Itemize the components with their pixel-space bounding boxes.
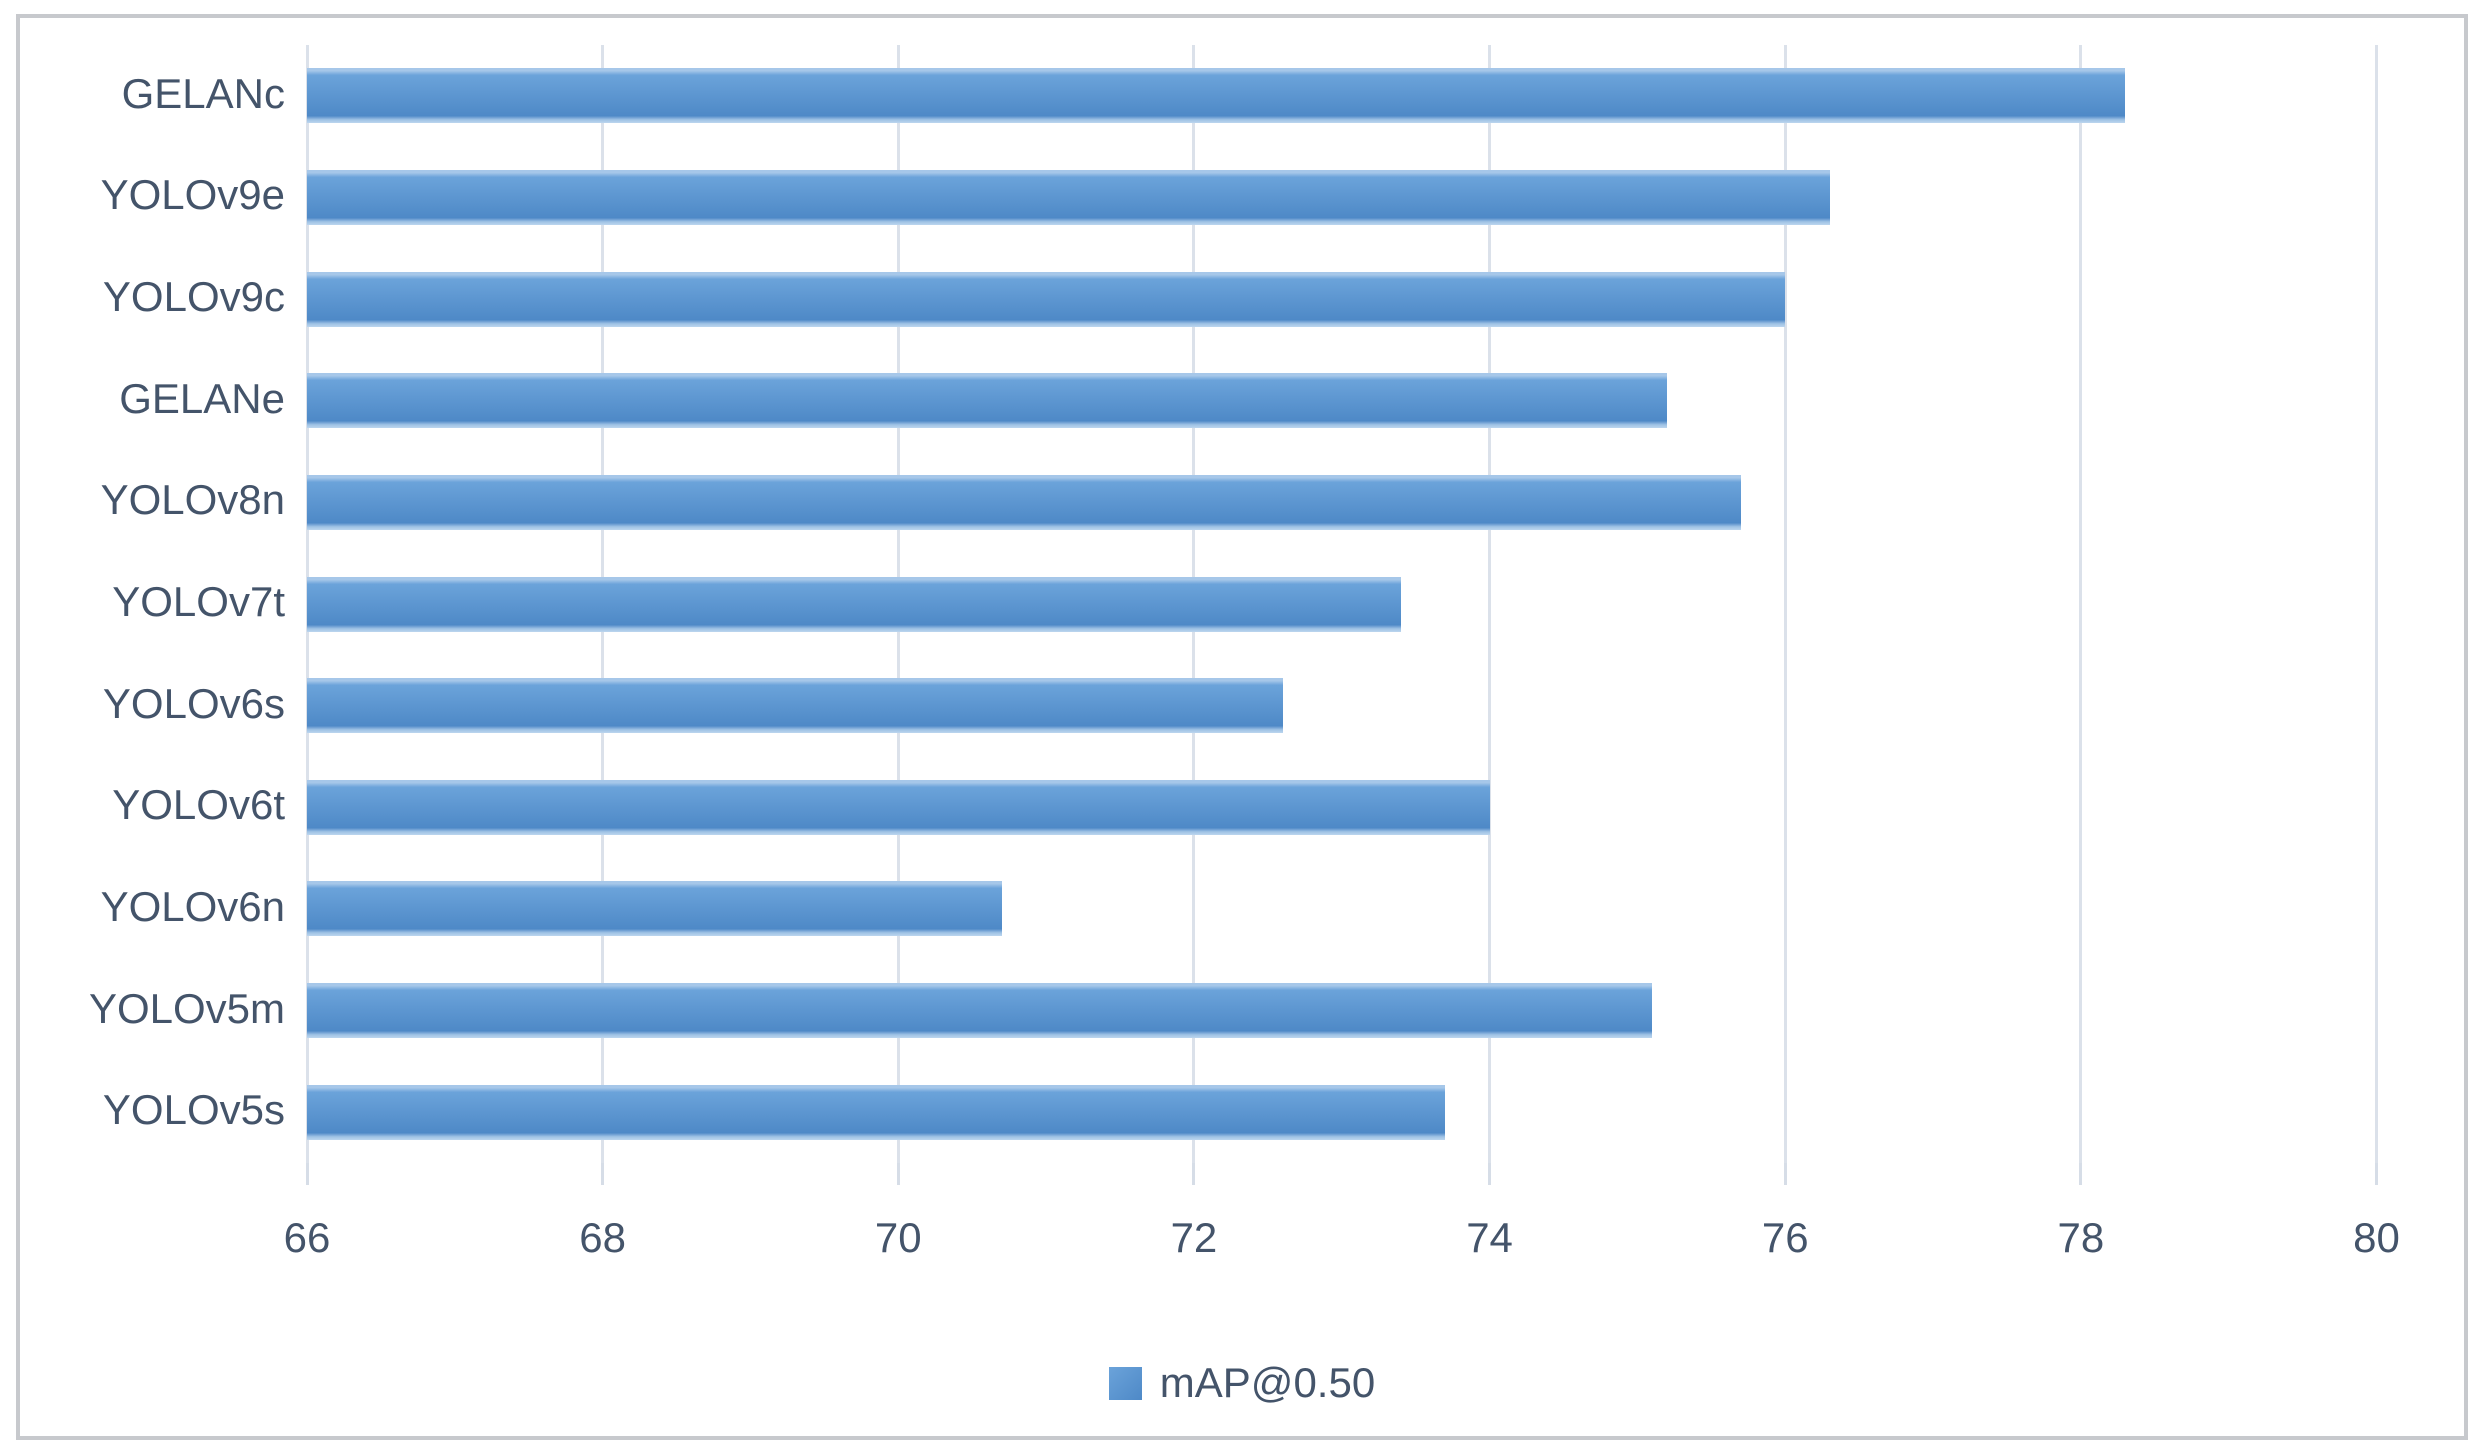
gridline-80 xyxy=(2375,45,2378,1163)
gridline-78 xyxy=(2079,45,2083,1163)
category-label: GELANc xyxy=(121,69,285,117)
bar-YOLOv6t xyxy=(307,779,1490,835)
tickmark-80 xyxy=(2375,1163,2378,1185)
gridline-76 xyxy=(1783,45,1787,1163)
legend-swatch-icon xyxy=(1108,1366,1142,1400)
x-tick-label: 78 xyxy=(2057,1214,2105,1261)
legend-label: mAP@0.50 xyxy=(1159,1359,1376,1406)
category-label: GELANe xyxy=(119,374,285,422)
x-tick-label: 80 xyxy=(2353,1214,2400,1261)
x-tick-label: 76 xyxy=(1761,1214,1809,1261)
category-label: YOLOv7t xyxy=(112,578,285,625)
bar-GELANe xyxy=(307,373,1667,429)
bar-YOLOv6s xyxy=(307,678,1283,734)
x-tick-label: 74 xyxy=(1466,1214,1513,1261)
x-tick-label: 70 xyxy=(874,1214,922,1261)
tickmark-72 xyxy=(1192,1163,1196,1185)
tickmark-68 xyxy=(601,1163,605,1185)
legend: mAP@0.50 xyxy=(0,1358,2484,1408)
bar-YOLOv9e xyxy=(307,169,1830,225)
category-label: YOLOv6n xyxy=(100,882,285,930)
category-label: YOLOv9c xyxy=(102,273,285,321)
gridline-74 xyxy=(1488,45,1492,1163)
x-tick-label: 66 xyxy=(283,1214,331,1261)
tickmark-76 xyxy=(1783,1163,1787,1185)
tickmark-74 xyxy=(1488,1163,1492,1185)
category-label: YOLOv5m xyxy=(88,984,285,1032)
tickmark-66 xyxy=(305,1163,309,1185)
bar-YOLOv5m xyxy=(307,983,1653,1039)
category-label: YOLOv8n xyxy=(100,476,285,524)
category-label: YOLOv6s xyxy=(102,679,285,727)
category-label: YOLOv6t xyxy=(112,781,285,829)
category-label: YOLOv9e xyxy=(100,171,285,219)
bar-YOLOv7t xyxy=(307,576,1401,632)
bar-GELANc xyxy=(307,68,2126,124)
category-label: YOLOv5s xyxy=(102,1086,285,1134)
x-tick-label: 68 xyxy=(579,1214,626,1261)
bar-YOLOv6n xyxy=(307,881,1002,937)
bar-YOLOv9c xyxy=(307,271,1786,327)
tickmark-70 xyxy=(896,1163,900,1185)
bar-YOLOv8n xyxy=(307,474,1741,530)
tickmark-78 xyxy=(2079,1163,2083,1185)
bar-YOLOv5s xyxy=(307,1084,1446,1140)
x-tick-label: 72 xyxy=(1170,1214,1218,1261)
